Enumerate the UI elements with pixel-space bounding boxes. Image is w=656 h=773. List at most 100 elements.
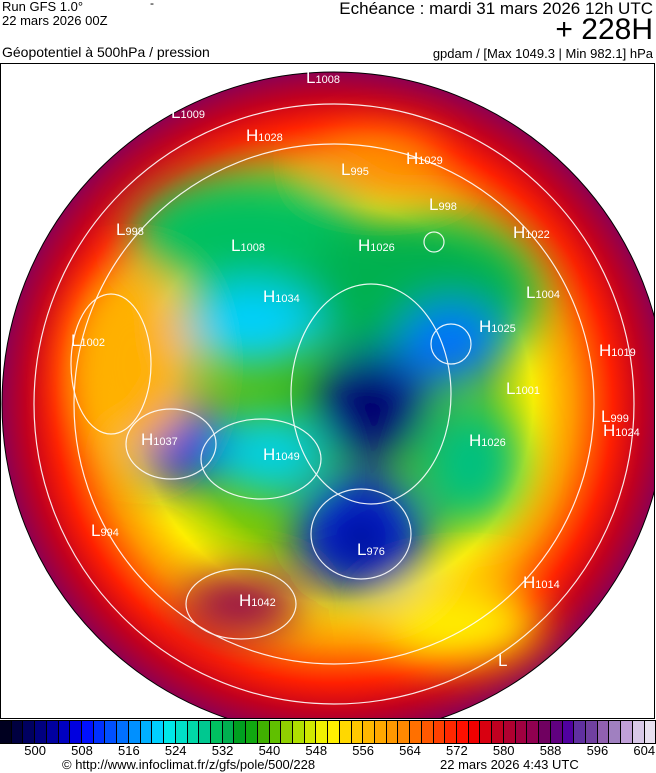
colorbar-swatch bbox=[23, 721, 36, 743]
center-type: L bbox=[429, 195, 439, 214]
center-value: 1025 bbox=[491, 323, 516, 335]
colorbar-swatch bbox=[222, 721, 235, 743]
colorbar-tick: 580 bbox=[492, 743, 515, 758]
colorbar-swatch bbox=[386, 721, 399, 743]
low-pressure-center: L1008 bbox=[306, 69, 340, 89]
center-value: 1029 bbox=[418, 155, 443, 167]
high-pressure-center: H1019 bbox=[599, 342, 636, 362]
colorbar-swatch bbox=[574, 721, 586, 743]
colorbar-swatch bbox=[117, 721, 129, 743]
center-value: 1034 bbox=[275, 293, 300, 305]
generated-time: 22 mars 2026 4:43 UTC bbox=[440, 757, 579, 772]
colorbar-swatch bbox=[398, 721, 411, 743]
colorbar-swatch bbox=[105, 721, 118, 743]
colorbar-swatch bbox=[328, 721, 340, 743]
colorbar-tick: 540 bbox=[258, 743, 281, 758]
colorbar-swatch bbox=[257, 721, 270, 743]
colorbar-swatch bbox=[152, 721, 165, 743]
center-type: H bbox=[239, 591, 252, 610]
center-type: L bbox=[231, 236, 241, 255]
colorbar-swatch bbox=[480, 721, 493, 743]
colorbar-swatch bbox=[363, 721, 375, 743]
colorbar-swatch bbox=[304, 721, 317, 743]
low-pressure-center: L1001 bbox=[506, 380, 540, 400]
colorbar-swatch bbox=[503, 721, 516, 743]
colorbar-swatch bbox=[445, 721, 458, 743]
high-pressure-center: H1029 bbox=[406, 150, 443, 170]
center-type: H bbox=[406, 149, 419, 168]
center-type: L bbox=[306, 68, 316, 87]
run-date: 22 mars 2026 00Z bbox=[2, 13, 108, 28]
colorbar-tick: 572 bbox=[445, 743, 468, 758]
center-type: H bbox=[523, 573, 536, 592]
low-pressure-center: L1009 bbox=[171, 104, 205, 124]
colorbar-swatch bbox=[46, 721, 59, 743]
center-type: H bbox=[603, 421, 616, 440]
center-type: H bbox=[513, 223, 526, 242]
colorbar-swatch bbox=[339, 721, 352, 743]
geopotential-map bbox=[1, 71, 654, 718]
center-value: 1022 bbox=[525, 229, 550, 241]
center-value: 1024 bbox=[615, 427, 640, 439]
colorbar-swatch bbox=[187, 721, 200, 743]
high-pressure-center: H1026 bbox=[469, 432, 506, 452]
center-value: 1049 bbox=[275, 451, 300, 463]
center-value: 1028 bbox=[258, 132, 283, 144]
center-type: H bbox=[141, 430, 154, 449]
center-type: L bbox=[116, 220, 126, 239]
colorbar-tick: 508 bbox=[71, 743, 93, 758]
center-value: 1014 bbox=[535, 579, 560, 591]
colorbar-tick: 564 bbox=[399, 743, 421, 758]
center-value: 1042 bbox=[251, 597, 276, 609]
low-pressure-center: L999 bbox=[601, 408, 629, 428]
center-type: L bbox=[506, 379, 516, 398]
colorbar-swatch bbox=[632, 721, 645, 743]
colorbar-swatch bbox=[375, 721, 387, 743]
colorbar-tick: 588 bbox=[539, 743, 562, 758]
colorbar-swatch bbox=[550, 721, 563, 743]
high-pressure-center: H1026 bbox=[358, 237, 395, 257]
high-pressure-center: H1014 bbox=[523, 574, 560, 594]
low-pressure-center: L bbox=[498, 652, 507, 672]
low-pressure-center: L1004 bbox=[526, 284, 560, 304]
colorbar-swatch bbox=[246, 721, 258, 743]
colorbar-swatch bbox=[164, 721, 176, 743]
colorbar-swatch bbox=[621, 721, 633, 743]
high-pressure-center: H1034 bbox=[263, 288, 300, 308]
low-pressure-center: L998 bbox=[429, 196, 457, 216]
colorbar-swatch bbox=[433, 721, 446, 743]
colorbar-swatch bbox=[82, 721, 94, 743]
colorbar-swatch bbox=[585, 721, 598, 743]
center-type: L bbox=[341, 160, 351, 179]
colorbar-swatch bbox=[210, 721, 223, 743]
colorbar-swatch bbox=[281, 721, 293, 743]
high-pressure-center: H1037 bbox=[141, 431, 178, 451]
center-value: 998 bbox=[438, 201, 457, 213]
center-type: L bbox=[71, 331, 81, 350]
colorbar-swatch bbox=[515, 721, 528, 743]
colorbar-tick: 500 bbox=[24, 743, 46, 758]
high-pressure-center: H1022 bbox=[513, 224, 550, 244]
colorbar-swatch bbox=[58, 721, 71, 743]
center-type: L bbox=[601, 407, 611, 426]
center-type: L bbox=[171, 103, 181, 122]
colorbar-swatch bbox=[539, 721, 551, 743]
colorbar-tick: 548 bbox=[305, 743, 328, 758]
colorbar-swatch bbox=[93, 721, 106, 743]
center-value: 995 bbox=[350, 166, 369, 178]
center-type: H bbox=[599, 341, 612, 360]
colorbar-swatch bbox=[70, 721, 83, 743]
copyright: © http://www.infoclimat.fr/z/gfs/pole/50… bbox=[62, 757, 316, 772]
units-range: gpdam / [Max 1049.3 | Min 982.1] hPa bbox=[432, 46, 653, 61]
center-type: L bbox=[91, 521, 101, 540]
colorbar-swatch bbox=[234, 721, 247, 743]
low-pressure-center: L1008 bbox=[231, 237, 265, 257]
map-panel: L1008 L1009 H1028 L995 H1029 L998 L998 L1008 H10… bbox=[0, 63, 655, 719]
colorbar-swatch bbox=[492, 721, 504, 743]
forecast-time: Echéance : mardi 31 mars 2026 12h UTC bbox=[339, 0, 653, 18]
colorbar-swatch bbox=[175, 721, 188, 743]
colorbar-swatch bbox=[609, 721, 622, 743]
colorbar-swatch bbox=[128, 721, 141, 743]
colorbar-swatch bbox=[351, 721, 364, 743]
high-pressure-center: H1042 bbox=[239, 592, 276, 612]
